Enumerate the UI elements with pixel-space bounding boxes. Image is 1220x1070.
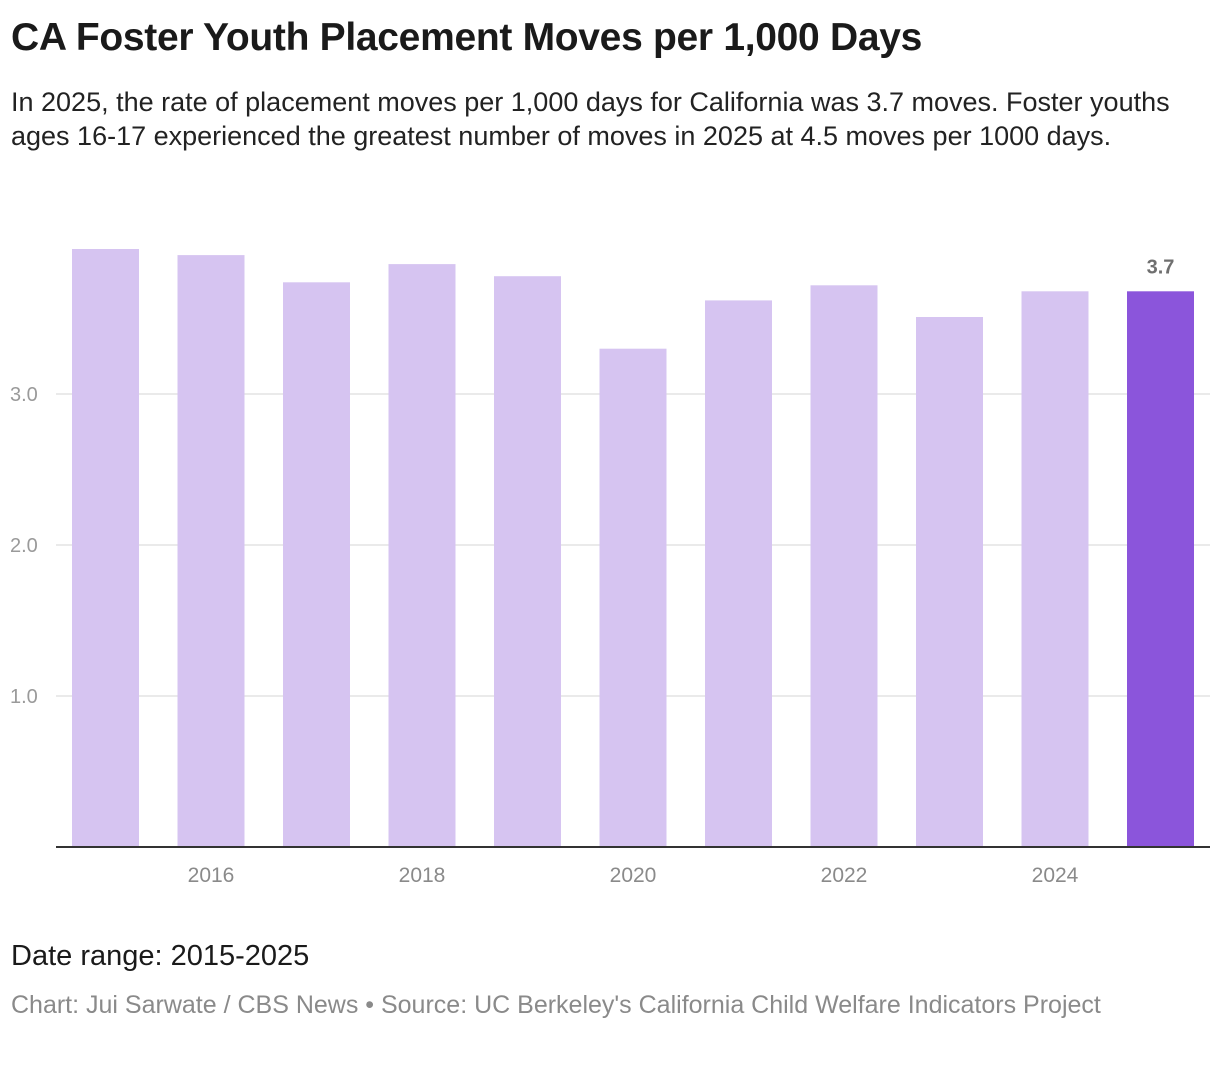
y-tick-label-2.0: 2.0 <box>10 535 38 557</box>
bar-2016 <box>177 255 245 848</box>
chart-title: CA Foster Youth Placement Moves per 1,00… <box>11 16 922 59</box>
date-range-note: Date range: 2015-2025 <box>11 940 310 972</box>
y-tick-label-1.0: 1.0 <box>10 686 38 708</box>
x-tick-label-2022: 2022 <box>821 864 868 887</box>
bar-2025 <box>1127 291 1194 847</box>
x-tick-label-2024: 2024 <box>1032 864 1079 887</box>
bar-2020 <box>599 348 667 847</box>
source-credits: Chart: Jui Sarwate / CBS News • Source: … <box>11 991 1101 1019</box>
x-tick-label-2020: 2020 <box>610 864 657 887</box>
x-tick-label-2018: 2018 <box>399 864 446 887</box>
bar-2015 <box>72 249 139 847</box>
bar-2017 <box>283 282 350 847</box>
bar-2019 <box>494 276 561 847</box>
data-label-2025: 3.7 <box>1147 256 1175 278</box>
x-tick-label-2016: 2016 <box>188 864 235 887</box>
y-tick-label-3.0: 3.0 <box>10 384 38 406</box>
bar-chart-svg: 1.0 2.0 3.0 3.7 2016 2018 2020 2022 2024 <box>10 249 1210 887</box>
bar-2018 <box>388 264 456 848</box>
chart-subtitle: In 2025, the rate of placement moves per… <box>11 87 1170 151</box>
bar-2022 <box>810 285 878 847</box>
bar-chart: 1.0 2.0 3.0 3.7 2016 2018 2020 2022 2024 <box>0 230 1220 890</box>
bar-2024 <box>1021 291 1089 847</box>
bar-2023 <box>916 317 983 847</box>
bar-2021 <box>705 300 772 847</box>
